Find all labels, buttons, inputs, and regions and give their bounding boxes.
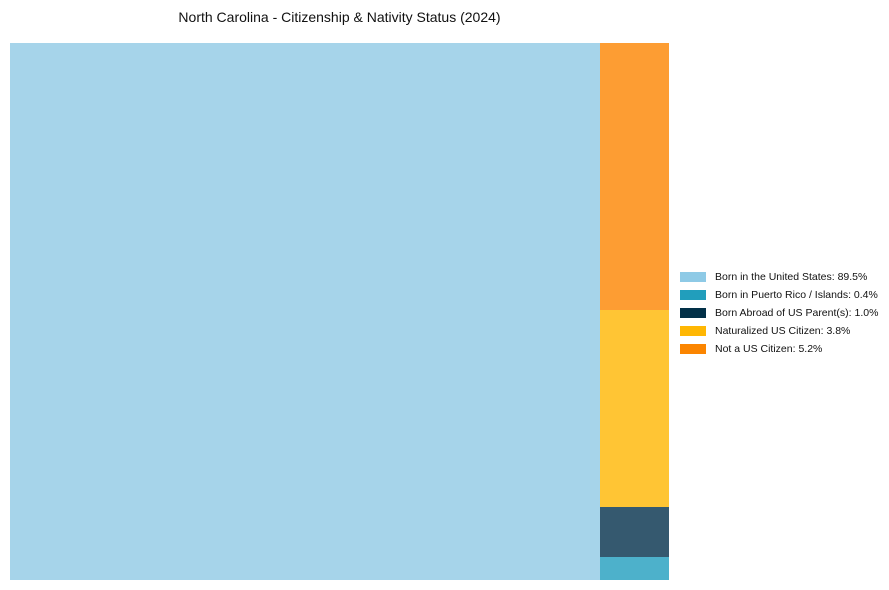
treemap-tile-not-a-us-citizen [600,43,669,310]
treemap-tile-born-abroad-of-us-parent-s [600,507,669,557]
legend-label: Born Abroad of US Parent(s): 1.0% [715,307,879,319]
legend-label: Naturalized US Citizen: 3.8% [715,325,851,337]
legend-item: Not a US Citizen: 5.2% [680,340,878,358]
legend-item: Born in the United States: 89.5% [680,268,878,286]
legend-item: Born in Puerto Rico / Islands: 0.4% [680,286,878,304]
treemap-tile-naturalized-us-citizen [600,310,669,507]
legend-swatch-icon [680,290,706,300]
legend-label: Born in Puerto Rico / Islands: 0.4% [715,289,878,301]
legend: Born in the United States: 89.5% Born in … [680,268,878,358]
chart-title: North Carolina - Citizenship & Nativity … [178,9,501,25]
legend-label: Born in the United States: 89.5% [715,271,868,283]
legend-swatch-icon [680,344,706,354]
legend-item: Naturalized US Citizen: 3.8% [680,322,878,340]
treemap-tile-born-in-the-united-states [10,43,600,580]
legend-swatch-icon [680,272,706,282]
legend-swatch-icon [680,308,706,318]
legend-item: Born Abroad of US Parent(s): 1.0% [680,304,878,322]
treemap-tile-born-in-puerto-rico-islands [600,557,669,580]
legend-label: Not a US Citizen: 5.2% [715,343,823,355]
legend-swatch-icon [680,326,706,336]
